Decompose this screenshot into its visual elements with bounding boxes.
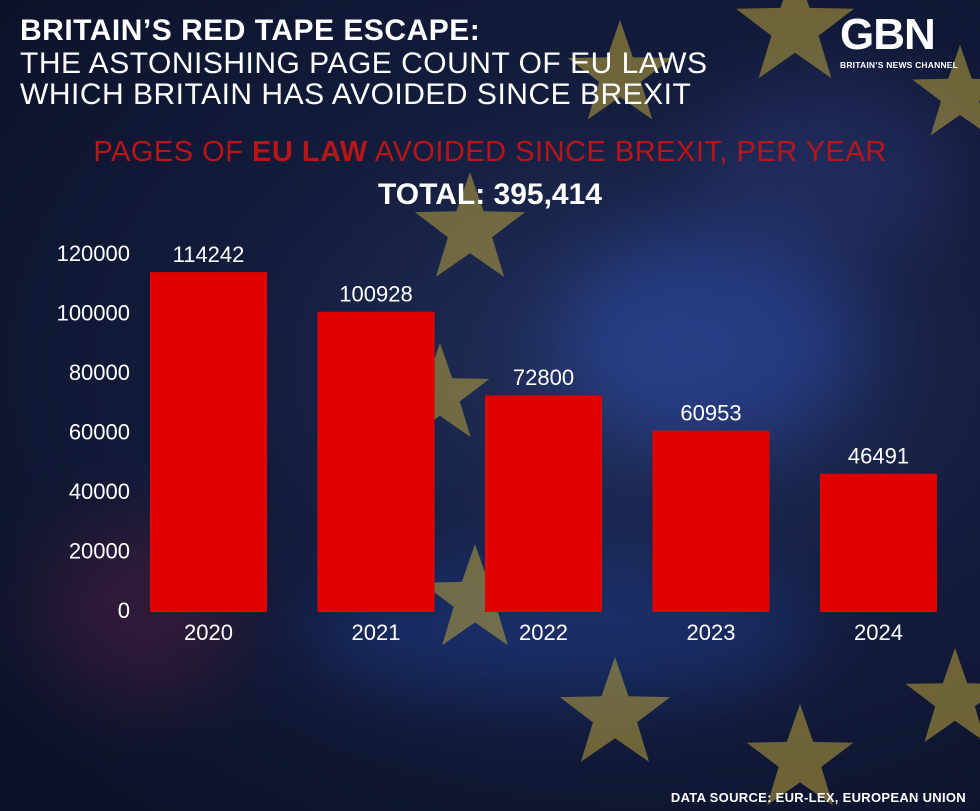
bar-2021 (317, 311, 435, 612)
star-icon (414, 172, 526, 277)
page-subtitle-line-2: WHICH BRITAIN HAS AVOIDED SINCE BREXIT (20, 78, 692, 111)
y-tick-label: 100000 (57, 300, 130, 325)
star-icon (421, 544, 529, 646)
bar-2023 (652, 430, 770, 612)
data-label: 72800 (513, 365, 574, 390)
page-subtitle-line-1: THE ASTONISHING PAGE COUNT OF EU LAWS (20, 47, 708, 80)
x-tick-label: 2020 (184, 620, 233, 645)
bar-2020 (150, 272, 267, 612)
gbn-logo: GBN BRITAIN’S NEWS CHANNEL (840, 10, 965, 71)
chart-title-suffix: AVOIDED SINCE BREXIT, PER YEAR (367, 136, 887, 168)
star-icon (912, 45, 980, 136)
header: BRITAIN’S RED TAPE ESCAPE: THE ASTONISHI… (20, 14, 708, 110)
background-glow (560, 230, 860, 450)
data-label: 114242 (173, 242, 245, 267)
y-tick-label: 0 (118, 598, 130, 623)
star-icon (567, 20, 673, 120)
data-source: DATA SOURCE: EUR-LEX, EUROPEAN UNION (670, 790, 966, 805)
bar-2022 (485, 395, 602, 612)
data-label: 100928 (339, 282, 412, 307)
data-label: 60953 (680, 400, 741, 425)
y-tick-label: 60000 (69, 419, 130, 444)
logo-tagline: BRITAIN’S NEWS CHANNEL (840, 60, 959, 70)
x-tick-label: 2021 (352, 620, 401, 645)
star-icon (559, 657, 671, 762)
y-tick-label: 40000 (69, 479, 130, 504)
x-tick-label: 2024 (854, 620, 903, 645)
bar-2024 (820, 473, 937, 612)
chart-title: PAGES OF EU LAW AVOIDED SINCE BREXIT, PE… (0, 136, 980, 169)
x-tick-label: 2023 (687, 620, 736, 645)
star-icon (905, 648, 980, 743)
page-title: BRITAIN’S RED TAPE ESCAPE: (20, 14, 481, 47)
data-label: 46491 (848, 444, 909, 469)
chart-title-prefix: PAGES OF (93, 136, 253, 168)
y-tick-label: 20000 (69, 538, 130, 563)
chart-title-emphasis: EU LAW (252, 136, 368, 168)
background-glow (700, 80, 960, 260)
x-tick-label: 2022 (519, 620, 568, 645)
star-icon (746, 704, 854, 806)
total-label: TOTAL: 395,414 (378, 178, 602, 211)
star-icon (390, 343, 490, 438)
y-tick-label: 120000 (57, 241, 130, 266)
star-icon (736, 0, 854, 79)
y-tick-label: 80000 (69, 360, 130, 385)
logo-wordmark: GBN (840, 10, 936, 59)
